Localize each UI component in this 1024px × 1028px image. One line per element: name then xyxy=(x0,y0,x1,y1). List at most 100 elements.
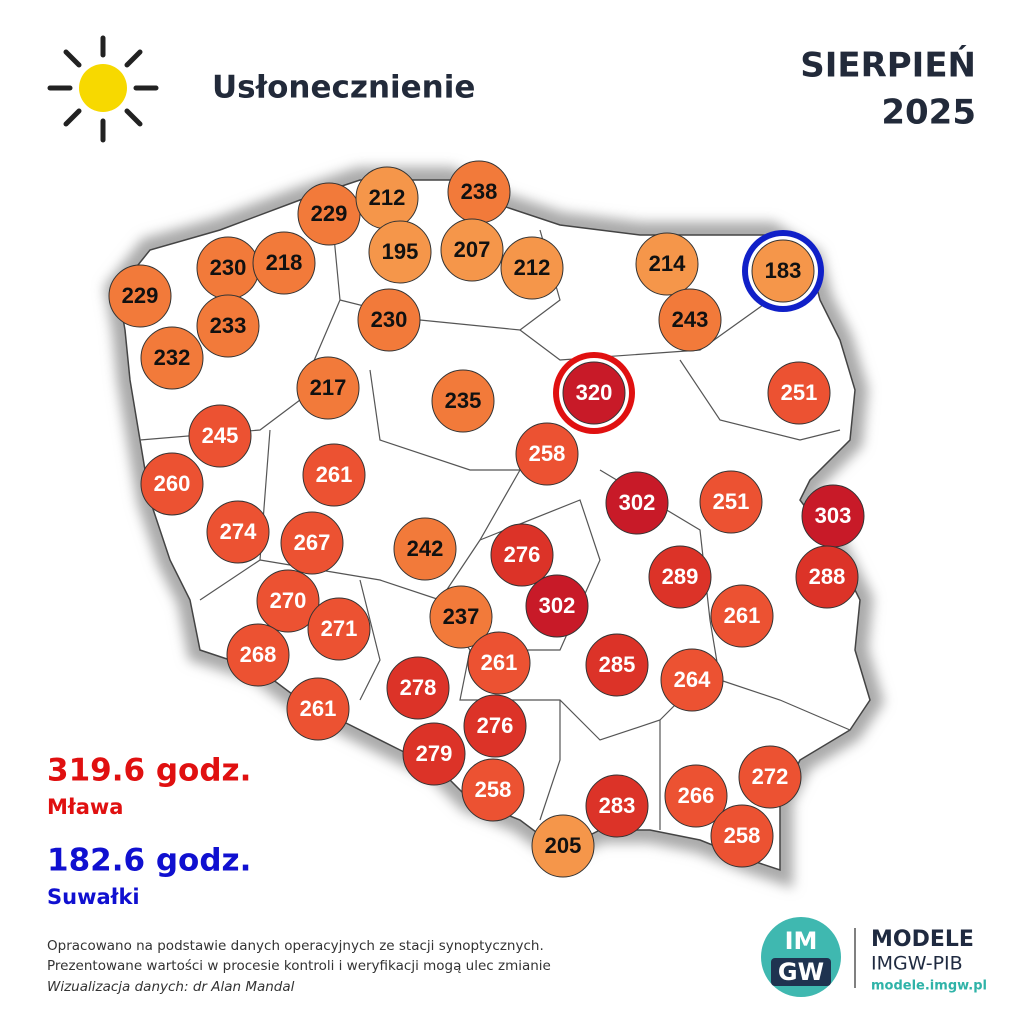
station-value: 237 xyxy=(443,604,480,629)
station-marker xyxy=(500,236,564,300)
station-marker xyxy=(660,648,724,712)
station-value: 270 xyxy=(270,588,307,613)
station-marker xyxy=(515,422,579,486)
station-marker xyxy=(226,623,290,687)
station-value: 268 xyxy=(240,642,277,667)
station-marker xyxy=(302,443,366,507)
station-marker xyxy=(699,470,763,534)
station-value: 238 xyxy=(461,179,498,204)
max-station: Mława xyxy=(47,795,123,819)
station-value: 264 xyxy=(674,667,711,692)
station-marker xyxy=(206,500,270,564)
station-value: 302 xyxy=(539,593,576,618)
station-marker xyxy=(140,326,204,390)
year: 2025 xyxy=(881,93,976,133)
station-value: 276 xyxy=(504,542,541,567)
station-value: 251 xyxy=(713,489,750,514)
station-marker xyxy=(461,758,525,822)
station-marker xyxy=(562,361,626,425)
station-marker xyxy=(635,232,699,296)
station-marker xyxy=(256,569,320,633)
station-value: 183 xyxy=(765,258,802,283)
station-marker xyxy=(664,764,728,828)
station-value: 251 xyxy=(781,380,818,405)
footer-line: Prezentowane wartości w procesie kontrol… xyxy=(47,958,551,974)
station-value: 261 xyxy=(316,462,353,487)
title: Usłonecznienie xyxy=(212,70,475,106)
station-value: 289 xyxy=(662,564,699,589)
station-marker xyxy=(393,517,457,581)
station-marker xyxy=(431,369,495,433)
station-value: 261 xyxy=(724,603,761,628)
station-marker xyxy=(795,545,859,609)
station-marker xyxy=(368,220,432,284)
logo-name: MODELE xyxy=(871,927,974,952)
station-marker xyxy=(658,288,722,352)
station-value: 245 xyxy=(202,423,239,448)
station-value: 232 xyxy=(154,345,191,370)
station-marker xyxy=(751,239,815,303)
logo-top: IM xyxy=(785,927,818,955)
station-marker xyxy=(531,814,595,878)
station-marker xyxy=(585,774,649,838)
station-value: 260 xyxy=(154,471,191,496)
station-value: 283 xyxy=(599,793,636,818)
station-value: 271 xyxy=(321,616,358,641)
station-value: 288 xyxy=(809,564,846,589)
sun-icon xyxy=(47,35,159,143)
station-value: 195 xyxy=(382,239,419,264)
station-marker xyxy=(296,356,360,420)
station-marker xyxy=(357,288,421,352)
station-marker xyxy=(605,471,669,535)
station-value: 258 xyxy=(529,441,566,466)
station-value: 243 xyxy=(672,307,709,332)
station-value: 261 xyxy=(481,650,518,675)
station-value: 230 xyxy=(371,307,408,332)
logo: IM GW MODELE IMGW-PIB modele.imgw.pl xyxy=(761,917,987,997)
station-value: 279 xyxy=(416,741,453,766)
station-marker xyxy=(440,218,504,282)
station-value: 230 xyxy=(210,255,247,280)
station-marker xyxy=(108,264,172,328)
station-value: 278 xyxy=(400,675,437,700)
logo-bottom: GW xyxy=(778,958,824,986)
logo-url: modele.imgw.pl xyxy=(871,979,987,994)
station-marker xyxy=(140,452,204,516)
station-value: 266 xyxy=(678,783,715,808)
station-value: 207 xyxy=(454,237,491,262)
station-marker xyxy=(463,694,527,758)
station-value: 258 xyxy=(724,823,761,848)
station-marker xyxy=(252,231,316,295)
station-marker xyxy=(585,633,649,697)
station-value: 233 xyxy=(210,313,247,338)
station-marker xyxy=(307,597,371,661)
station-value: 276 xyxy=(477,713,514,738)
month: SIERPIEŃ xyxy=(800,45,976,86)
station-marker xyxy=(188,404,252,468)
station-marker xyxy=(648,545,712,609)
station-value: 212 xyxy=(514,255,551,280)
station-value: 242 xyxy=(407,536,444,561)
station-value: 212 xyxy=(369,185,406,210)
station-value: 205 xyxy=(545,833,582,858)
min-station: Suwałki xyxy=(47,885,140,909)
station-marker xyxy=(710,584,774,648)
station-marker xyxy=(280,511,344,575)
station-marker xyxy=(467,631,531,695)
station-marker xyxy=(767,361,831,425)
station-value: 285 xyxy=(599,652,636,677)
station-value: 274 xyxy=(220,519,257,544)
station-value: 272 xyxy=(752,764,789,789)
station-value: 258 xyxy=(475,777,512,802)
footer-credit: Wizualizacja danych: dr Alan Mandal xyxy=(47,979,295,995)
station-marker xyxy=(286,677,350,741)
station-value: 218 xyxy=(266,250,303,275)
station-marker xyxy=(386,656,450,720)
station-value: 217 xyxy=(310,375,347,400)
station-value: 235 xyxy=(445,388,482,413)
station-value: 229 xyxy=(311,201,348,226)
station-marker xyxy=(402,722,466,786)
station-value: 261 xyxy=(300,696,337,721)
station-marker xyxy=(738,745,802,809)
